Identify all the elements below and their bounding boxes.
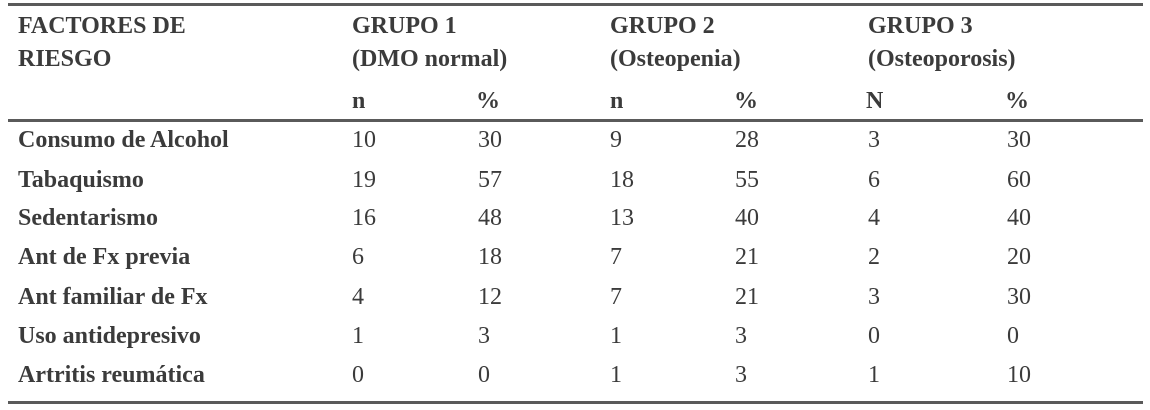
n-cell: 7 — [610, 284, 622, 310]
pct-cell: 3 — [735, 323, 747, 349]
risk-factor-label: Artritis reumática — [18, 362, 205, 388]
group1-pct-header: % — [476, 88, 500, 114]
pct-cell: 30 — [478, 127, 502, 153]
n-cell: 0 — [868, 323, 880, 349]
n-cell: 1 — [610, 323, 622, 349]
n-cell: 4 — [868, 205, 880, 231]
n-cell: 1 — [868, 362, 880, 388]
n-cell: 1 — [610, 362, 622, 388]
pct-cell: 12 — [478, 284, 502, 310]
header-rule — [8, 119, 1143, 122]
group2-title: GRUPO 2 — [610, 13, 715, 39]
risk-factor-label: Ant familiar de Fx — [18, 284, 208, 310]
n-cell: 7 — [610, 244, 622, 270]
pct-cell: 10 — [1007, 362, 1031, 388]
n-cell: 1 — [352, 323, 364, 349]
group1-subtitle: (DMO normal) — [352, 46, 508, 72]
n-cell: 19 — [352, 167, 376, 193]
group2-pct-header: % — [734, 88, 758, 114]
header-factor-line2: RIESGO — [18, 46, 112, 72]
pct-cell: 21 — [735, 284, 759, 310]
group3-title: GRUPO 3 — [868, 13, 973, 39]
n-cell: 6 — [352, 244, 364, 270]
group3-subtitle: (Osteoporosis) — [868, 46, 1016, 72]
group1-n-header: n — [352, 88, 366, 114]
n-cell: 2 — [868, 244, 880, 270]
header-factor-line1: FACTORES DE — [18, 13, 186, 39]
group1-title: GRUPO 1 — [352, 13, 457, 39]
risk-factor-label: Consumo de Alcohol — [18, 127, 229, 153]
group3-n-header: N — [866, 88, 884, 114]
pct-cell: 18 — [478, 244, 502, 270]
group2-n-header: n — [610, 88, 624, 114]
n-cell: 3 — [868, 284, 880, 310]
n-cell: 18 — [610, 167, 634, 193]
n-cell: 13 — [610, 205, 634, 231]
pct-cell: 28 — [735, 127, 759, 153]
pct-cell: 60 — [1007, 167, 1031, 193]
pct-cell: 3 — [478, 323, 490, 349]
top-rule — [8, 3, 1143, 6]
risk-factor-label: Sedentarismo — [18, 205, 158, 231]
risk-factor-label: Ant de Fx previa — [18, 244, 191, 270]
n-cell: 6 — [868, 167, 880, 193]
n-cell: 0 — [352, 362, 364, 388]
pct-cell: 20 — [1007, 244, 1031, 270]
n-cell: 3 — [868, 127, 880, 153]
pct-cell: 0 — [1007, 323, 1019, 349]
pct-cell: 40 — [735, 205, 759, 231]
n-cell: 10 — [352, 127, 376, 153]
pct-cell: 3 — [735, 362, 747, 388]
risk-factor-label: Tabaquismo — [18, 167, 144, 193]
pct-cell: 21 — [735, 244, 759, 270]
group3-pct-header: % — [1005, 88, 1029, 114]
group2-subtitle: (Osteopenia) — [610, 46, 741, 72]
pct-cell: 30 — [1007, 127, 1031, 153]
pct-cell: 0 — [478, 362, 490, 388]
n-cell: 16 — [352, 205, 376, 231]
pct-cell: 48 — [478, 205, 502, 231]
pct-cell: 40 — [1007, 205, 1031, 231]
pct-cell: 55 — [735, 167, 759, 193]
n-cell: 9 — [610, 127, 622, 153]
pct-cell: 57 — [478, 167, 502, 193]
risk-factor-label: Uso antidepresivo — [18, 323, 201, 349]
n-cell: 4 — [352, 284, 364, 310]
bottom-rule — [8, 401, 1143, 404]
pct-cell: 30 — [1007, 284, 1031, 310]
